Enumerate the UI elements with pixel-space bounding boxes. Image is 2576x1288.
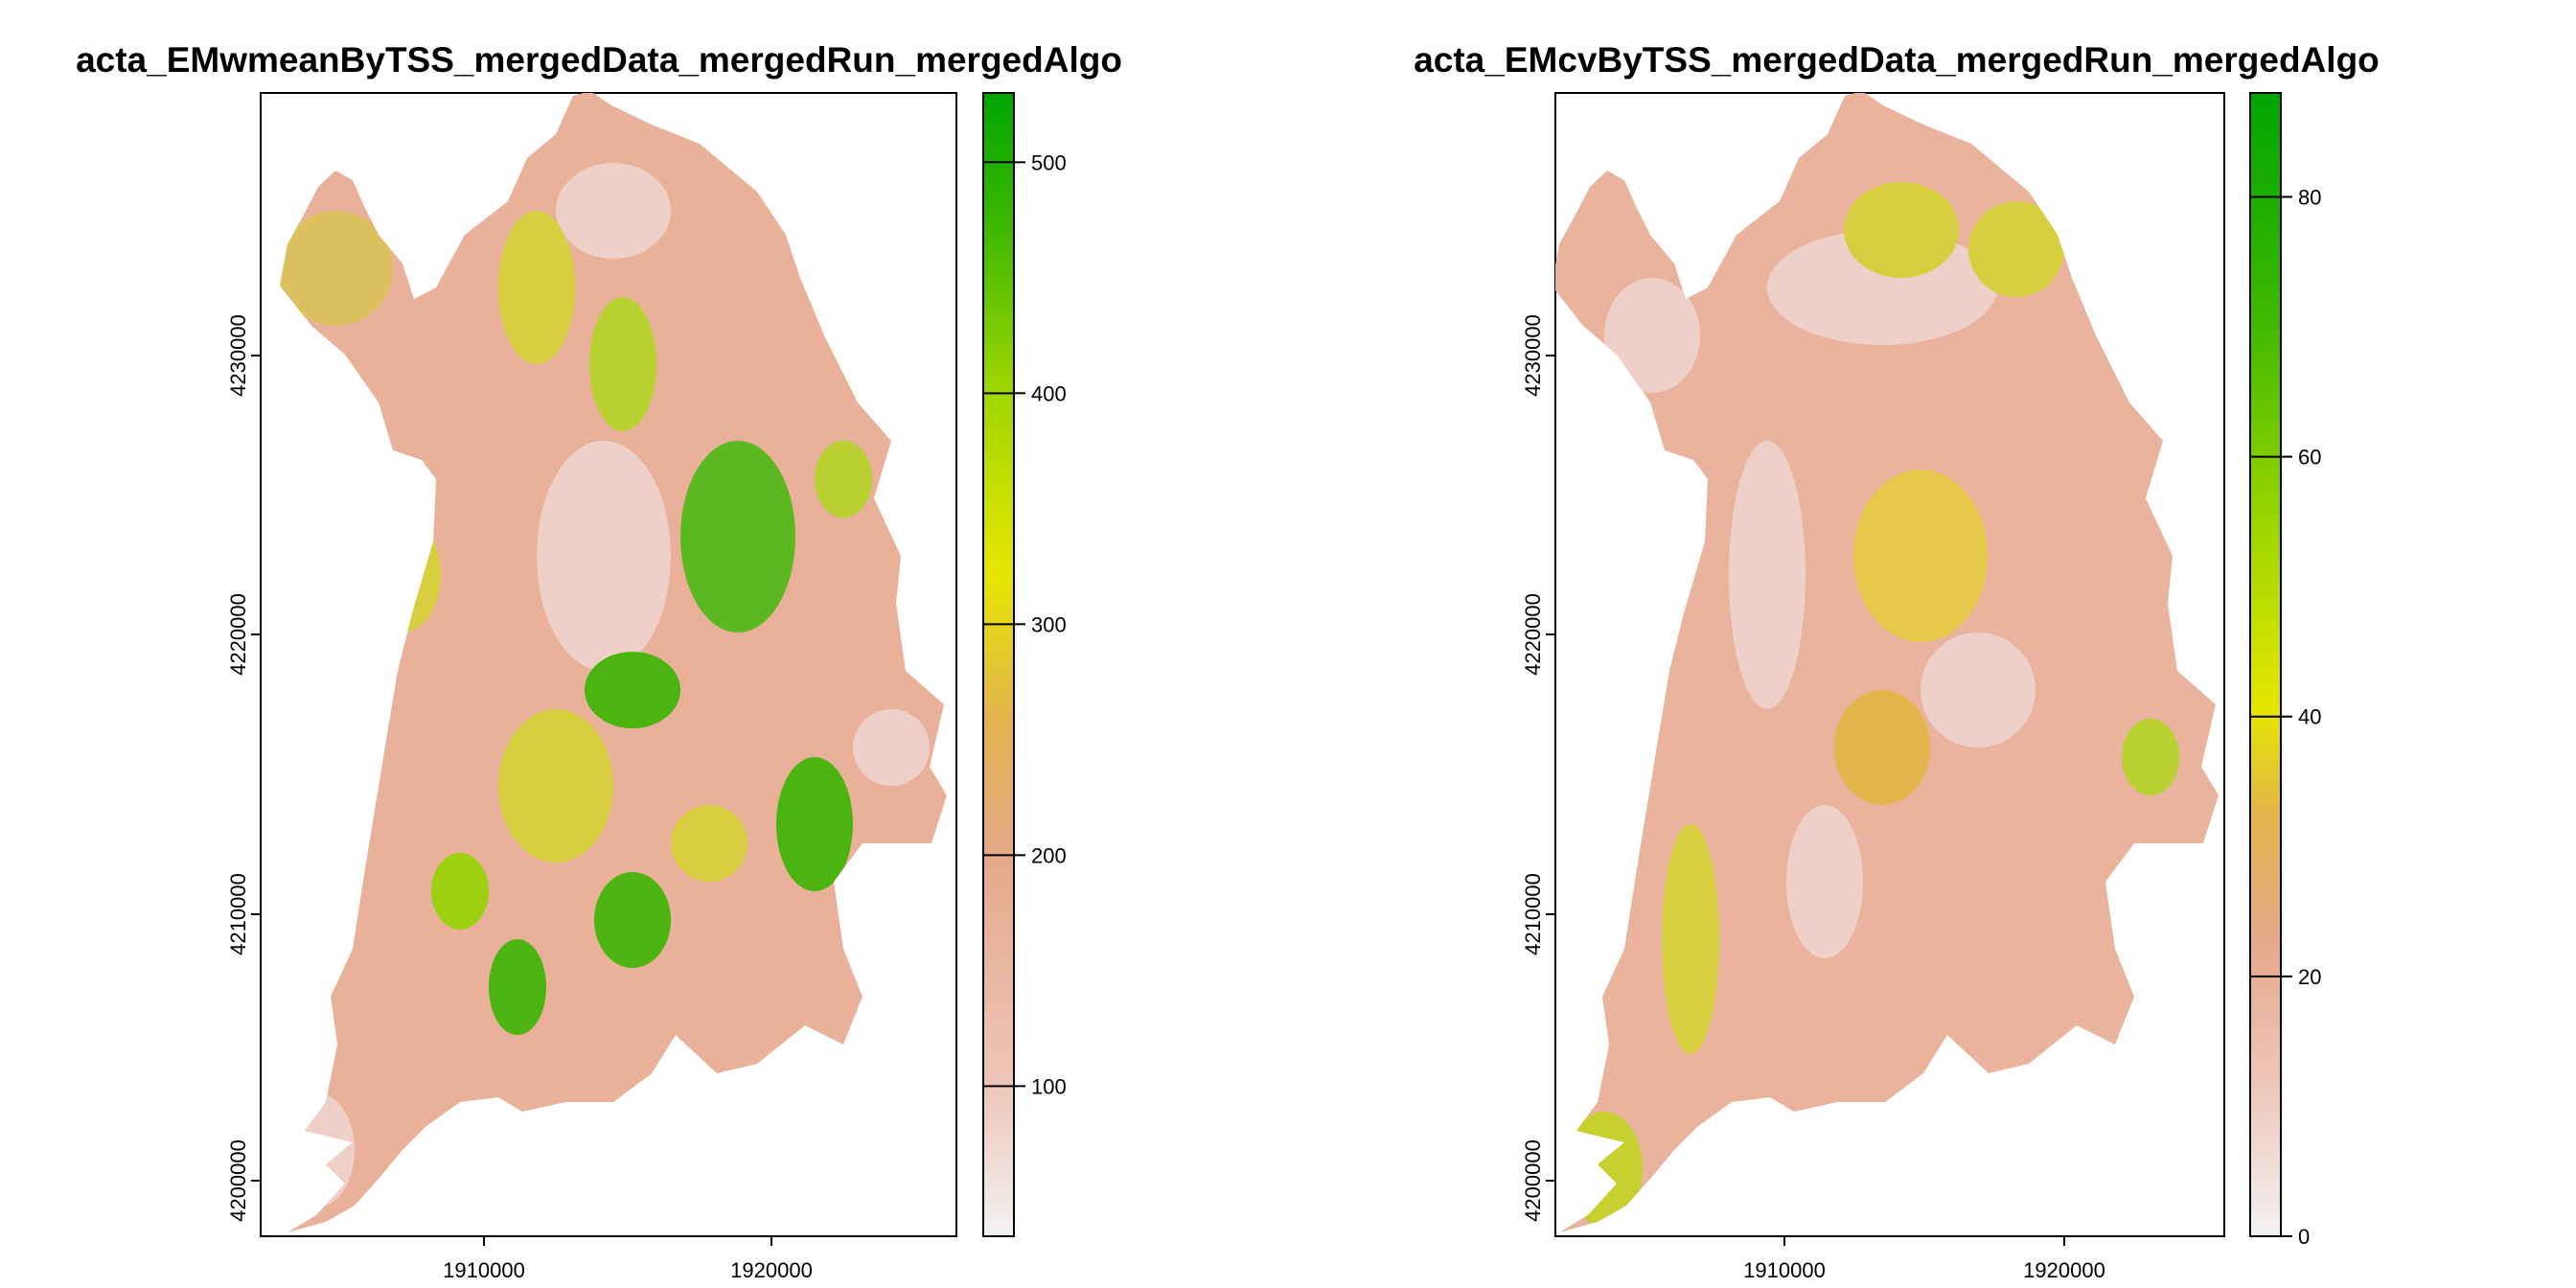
x-tick-label: 1910000 [443, 1258, 525, 1282]
y-tick-label: 4230000 [1521, 314, 1545, 397]
legend-tick-label: 200 [1031, 843, 1067, 867]
x-axis: 1910000 1920000 [1743, 1236, 2105, 1282]
legend-tick-label: 40 [2298, 705, 2321, 729]
y-tick-label: 4230000 [226, 314, 250, 397]
y-tick-label: 4200000 [1521, 1139, 1545, 1222]
raster-map: 4200000 4210000 4220000 4230000 1910000 … [1521, 92, 2321, 1282]
y-axis: 4200000 4210000 4220000 4230000 [1521, 314, 1555, 1222]
legend-tick-label: 60 [2298, 446, 2321, 470]
map-panel-cv: acta_EMcvByTSS_mergedData_mergedRun_merg… [1288, 0, 2576, 1288]
x-tick-label: 1920000 [730, 1258, 813, 1282]
legend-tick-label: 500 [1031, 150, 1067, 174]
x-tick-label: 1920000 [2023, 1258, 2105, 1282]
legend-tick-label: 400 [1031, 381, 1067, 405]
map-title: acta_EMcvByTSS_mergedData_mergedRun_merg… [1414, 40, 2380, 80]
map-panel-wmean: acta_EMwmeanByTSS_mergedData_mergedRun_m… [76, 40, 1122, 1282]
legend-tick-label: 100 [1031, 1074, 1067, 1098]
y-tick-label: 4200000 [226, 1139, 250, 1222]
y-tick-label: 4220000 [1521, 593, 1545, 676]
legend-bar [2249, 92, 2282, 1237]
color-legend: 0 20 40 60 80 [2249, 92, 2321, 1249]
legend-tick-label: 20 [2298, 965, 2321, 989]
map-title: acta_EMwmeanByTSS_mergedData_mergedRun_m… [76, 40, 1122, 80]
legend-tick-label: 300 [1031, 612, 1067, 636]
raster-map: 4200000 4210000 4220000 4230000 1910000 … [226, 92, 1067, 1282]
color-legend: 100 200 300 400 500 [982, 92, 1067, 1237]
legend-tick-label: 80 [2298, 185, 2321, 209]
y-tick-label: 4210000 [226, 873, 250, 955]
x-axis: 1910000 1920000 [443, 1236, 813, 1282]
y-tick-label: 4210000 [1521, 873, 1545, 955]
y-tick-label: 4220000 [226, 593, 250, 676]
x-tick-label: 1910000 [1743, 1258, 1826, 1282]
y-axis: 4200000 4210000 4220000 4230000 [226, 314, 261, 1222]
legend-bar [982, 92, 1015, 1237]
legend-tick-label: 0 [2298, 1225, 2310, 1249]
